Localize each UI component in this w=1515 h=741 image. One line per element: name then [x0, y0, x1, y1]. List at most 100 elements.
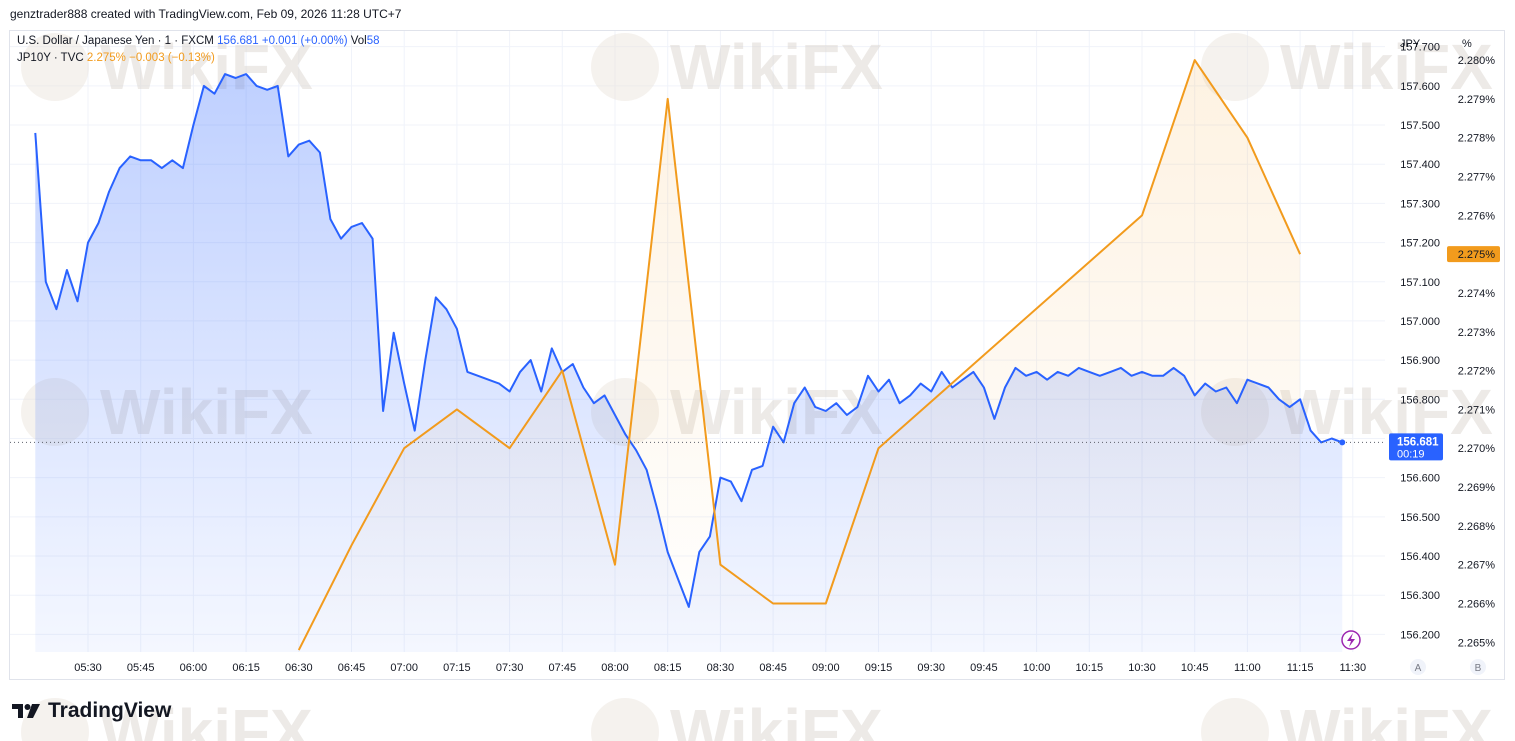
x-tick-label: 10:30 — [1128, 662, 1156, 674]
watermark-mark — [591, 33, 659, 101]
x-tick-label: 09:00 — [812, 662, 840, 674]
y-tick-label-pct: 2.267% — [1458, 560, 1496, 572]
x-tick-label: 06:15 — [232, 662, 260, 674]
x-tick-label: 06:30 — [285, 662, 313, 674]
x-tick-label: 08:15 — [654, 662, 682, 674]
x-tick-label: 09:30 — [917, 662, 945, 674]
x-tick-label: 05:45 — [127, 662, 155, 674]
legend-jp10y-change: −0.003 (−0.13%) — [129, 52, 215, 64]
y-tick-label-pct: 2.277% — [1458, 172, 1496, 184]
scale-button-b-label: B — [1475, 663, 1482, 674]
y-tick-label-jpy: 156.500 — [1400, 512, 1440, 524]
legend-usdjpy-vol-value: 58 — [366, 35, 380, 47]
jp10y-line — [297, 59, 1302, 651]
usdjpy-last-point — [1339, 439, 1346, 446]
legend-usdjpy-name: U.S. Dollar / Japanese Yen · 1 · FXCM — [17, 35, 214, 47]
header-caption: genztrader888 created with TradingView.c… — [10, 7, 402, 21]
legend-usdjpy[interactable]: U.S. Dollar / Japanese Yen · 1 · FXCM 15… — [17, 35, 380, 47]
chart-frame — [9, 30, 1505, 680]
watermark-text: WikiFX — [1280, 696, 1493, 741]
y-tick-label-jpy: 157.300 — [1400, 198, 1440, 210]
yield-badge — [1447, 246, 1500, 263]
x-tick-label: 10:45 — [1181, 662, 1209, 674]
watermark-mark — [591, 698, 659, 741]
yield-badge-value: 2.275% — [1458, 249, 1496, 261]
y-tick-label-pct: 2.273% — [1458, 327, 1496, 339]
watermark-text: WikiFX — [670, 696, 883, 741]
legend-usdjpy-vol-label: Vol — [350, 35, 367, 47]
unit-jpy-label[interactable]: JPY — [1400, 38, 1421, 50]
y-tick-label-jpy: 156.600 — [1400, 473, 1440, 485]
x-tick-label: 09:15 — [865, 662, 893, 674]
watermark-mark — [21, 698, 89, 741]
scale-button-b-bg — [1470, 659, 1486, 675]
lightning-icon[interactable] — [1341, 630, 1361, 650]
legend-jp10y[interactable]: JP10Y · TVC 2.275% −0.003 (−0.13%) — [17, 52, 215, 64]
watermark-text: WikiFX — [1280, 31, 1493, 103]
lightning-icon-bolt — [1347, 633, 1355, 647]
y-tick-label-pct: 2.270% — [1458, 443, 1496, 455]
y-tick-label-jpy: 157.000 — [1400, 316, 1440, 328]
watermark-text: WikiFX — [670, 31, 883, 103]
y-tick-label-pct: 2.276% — [1458, 210, 1496, 222]
y-tick-label-pct: 2.280% — [1458, 55, 1496, 67]
usdjpy-line — [34, 73, 1343, 608]
unit-percent-label[interactable]: % — [1462, 38, 1472, 50]
jp10y-area — [298, 60, 1301, 653]
y-tick-label-jpy: 156.300 — [1400, 590, 1440, 602]
y-tick-label-pct: 2.278% — [1458, 133, 1496, 145]
x-tick-label: 07:00 — [390, 662, 418, 674]
y-tick-label-jpy: 157.400 — [1400, 159, 1440, 171]
y-tick-label-jpy: 157.700 — [1400, 42, 1440, 54]
legend-jp10y-name: JP10Y · TVC — [17, 52, 84, 64]
watermark-mark — [1201, 698, 1269, 741]
watermark-mark — [21, 33, 89, 101]
x-tick-label: 07:30 — [496, 662, 524, 674]
y-tick-label-pct: 2.269% — [1458, 482, 1496, 494]
x-tick-label: 09:45 — [970, 662, 998, 674]
price-badge — [1389, 433, 1443, 461]
scale-button-a-bg — [1410, 659, 1426, 675]
x-tick-label: 08:30 — [707, 662, 735, 674]
legend-jp10y-value: 2.275% — [86, 52, 126, 64]
x-tick-label: 07:15 — [443, 662, 471, 674]
y-tick-label-jpy: 157.200 — [1400, 238, 1440, 250]
watermark-mark — [1201, 33, 1269, 101]
y-tick-label-jpy: 156.400 — [1400, 551, 1440, 563]
y-tick-label-pct: 2.274% — [1458, 288, 1496, 300]
tradingview-brand: TradingView — [48, 699, 172, 722]
tradingview-logo: TradingView — [12, 699, 171, 723]
x-tick-label: 11:00 — [1234, 662, 1261, 674]
line-layer — [10, 59, 1385, 651]
x-tick-label: 11:30 — [1339, 662, 1366, 674]
area-layer — [35, 60, 1343, 653]
y-tick-label-jpy: 157.500 — [1400, 120, 1440, 132]
y-tick-label-jpy: 157.100 — [1400, 277, 1440, 289]
scale-button-b[interactable]: B — [1470, 659, 1486, 675]
y-tick-label-jpy: 156.200 — [1400, 629, 1440, 641]
x-tick-label: 10:00 — [1023, 662, 1051, 674]
tradingview-logo-icon — [12, 704, 40, 718]
y-tick-label-jpy: 157.600 — [1400, 81, 1440, 93]
y-tick-label-pct: 2.268% — [1458, 521, 1496, 533]
legend-usdjpy-price: 156.681 — [217, 35, 259, 47]
price-badge-value: 156.681 — [1397, 436, 1439, 448]
x-tick-label: 11:15 — [1287, 662, 1314, 674]
x-tick-label: 05:30 — [74, 662, 102, 674]
y-tick-label-jpy: 156.900 — [1400, 355, 1440, 367]
y-tick-label-pct: 2.271% — [1458, 404, 1496, 416]
y-tick-label-jpy: 156.800 — [1400, 394, 1440, 406]
x-tick-label: 08:45 — [759, 662, 787, 674]
y-tick-label-pct: 2.279% — [1458, 94, 1496, 106]
legend-usdjpy-change: +0.001 (+0.00%) — [261, 35, 348, 47]
x-tick-label: 06:45 — [338, 662, 366, 674]
scale-button-a-label: A — [1415, 663, 1422, 674]
x-tick-label: 06:00 — [180, 662, 208, 674]
y-tick-label-pct: 2.265% — [1458, 637, 1496, 649]
price-badge-countdown: 00:19 — [1397, 448, 1425, 460]
scale-button-a[interactable]: A — [1410, 659, 1426, 675]
x-tick-label: 08:00 — [601, 662, 629, 674]
watermark-text: WikiFX — [100, 696, 313, 741]
